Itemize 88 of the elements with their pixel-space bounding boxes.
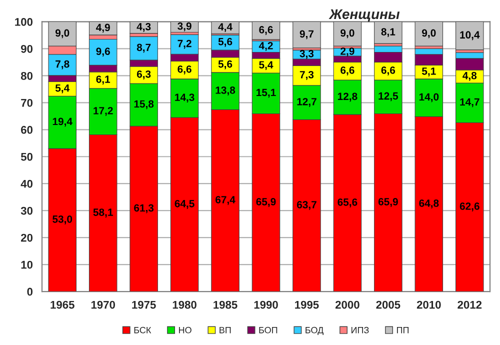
data-label: 9,6 xyxy=(96,48,110,57)
y-tick-label: 60 xyxy=(21,126,33,134)
x-tick-label: 1995 xyxy=(295,300,319,309)
data-label: 7,8 xyxy=(56,60,70,70)
bar xyxy=(333,22,362,46)
data-label: 65,6 xyxy=(338,198,358,208)
x-tick-label: 1965 xyxy=(50,300,74,309)
y-tick-label: 100 xyxy=(15,18,33,26)
data-label: 7,2 xyxy=(178,40,192,49)
x-tick-label: 2012 xyxy=(458,300,482,309)
data-label: 5,6 xyxy=(218,60,232,70)
data-label: 6,6 xyxy=(340,66,354,76)
data-label: 5,4 xyxy=(259,61,274,70)
x-tick-label: 1985 xyxy=(214,300,238,309)
x-tick-label: 2000 xyxy=(335,300,360,309)
x-tick-label: 1990 xyxy=(254,300,278,309)
data-label: 58,1 xyxy=(93,208,113,218)
data-label: 14,3 xyxy=(175,94,194,103)
bar xyxy=(88,22,118,36)
data-label: 5,4 xyxy=(55,84,70,94)
data-label: 62,6 xyxy=(460,202,480,212)
data-label: 4,4 xyxy=(218,23,232,32)
chart-title: Женщины xyxy=(328,9,400,22)
data-label: 65,9 xyxy=(256,198,276,207)
data-label: 12,5 xyxy=(378,92,398,102)
data-label: 14,7 xyxy=(460,98,480,108)
x-tick-label: 1975 xyxy=(132,300,156,309)
legend-label: ПП xyxy=(396,327,409,334)
data-label: 7,3 xyxy=(300,70,314,80)
legend-label: БСК xyxy=(134,326,152,334)
bar xyxy=(456,22,484,50)
x-tick-label: 1970 xyxy=(91,300,115,309)
x-tick-label: 2005 xyxy=(376,300,400,309)
data-label: 2,9 xyxy=(340,48,354,56)
data-label: 14,0 xyxy=(419,93,439,102)
y-tick-label: 80 xyxy=(20,72,33,80)
y-tick-label: 70 xyxy=(21,98,33,107)
data-label: 53,0 xyxy=(52,215,72,224)
legend-label: ВП xyxy=(220,327,231,334)
data-label: 6,1 xyxy=(96,76,110,84)
x-tick-label: 2010 xyxy=(416,300,441,309)
data-label: 8,7 xyxy=(136,44,151,53)
data-label: 9,0 xyxy=(422,29,436,38)
data-label: 9,0 xyxy=(55,29,70,38)
data-label: 12,7 xyxy=(297,98,316,107)
data-label: 65,9 xyxy=(378,198,398,207)
y-tick-label: 0 xyxy=(27,288,33,296)
data-label: 19,4 xyxy=(52,118,72,127)
data-label: 8,1 xyxy=(381,28,396,37)
bar xyxy=(292,22,321,48)
data-label: 5,6 xyxy=(218,38,232,47)
data-label: 4,2 xyxy=(258,42,273,51)
data-label: 15,1 xyxy=(256,88,276,98)
y-tick-label: 50 xyxy=(20,152,33,161)
bar xyxy=(374,22,402,44)
y-tick-label: 30 xyxy=(20,206,33,215)
data-label: 10,4 xyxy=(460,31,480,40)
legend-label: БОД xyxy=(306,326,324,336)
legend-label: НО xyxy=(179,326,192,334)
data-label: 4,9 xyxy=(96,24,110,33)
data-label: 17,2 xyxy=(94,106,113,116)
data-label: 9,7 xyxy=(300,30,314,40)
data-label: 13,8 xyxy=(216,86,236,96)
data-label: 9,0 xyxy=(340,29,354,38)
legend-label: БОП xyxy=(259,326,278,334)
data-label: 12,8 xyxy=(338,92,358,102)
data-label: 3,9 xyxy=(178,22,192,32)
y-tick-label: 90 xyxy=(21,44,33,53)
y-tick-label: 40 xyxy=(20,180,33,188)
x-tick-label: 1980 xyxy=(172,300,196,309)
data-label: 15,8 xyxy=(134,100,154,110)
legend-label: ИПЗ xyxy=(351,326,369,334)
bar xyxy=(414,22,444,46)
data-label: 6,6 xyxy=(178,65,192,74)
data-label: 3,3 xyxy=(300,50,314,59)
data-label: 6,6 xyxy=(259,26,273,35)
data-label: 4,3 xyxy=(136,22,151,32)
data-label: 63,7 xyxy=(296,201,316,210)
y-tick-label: 10 xyxy=(21,260,33,269)
data-label: 6,6 xyxy=(381,66,396,76)
data-label: 5,1 xyxy=(422,68,436,76)
data-label: 67,4 xyxy=(216,196,236,205)
data-label: 61,3 xyxy=(134,204,154,214)
data-label: 6,3 xyxy=(136,70,151,80)
y-tick-label: 20 xyxy=(21,234,33,242)
data-label: 4,8 xyxy=(462,72,477,81)
data-label: 64,8 xyxy=(419,200,439,208)
data-label: 64,5 xyxy=(174,200,194,209)
